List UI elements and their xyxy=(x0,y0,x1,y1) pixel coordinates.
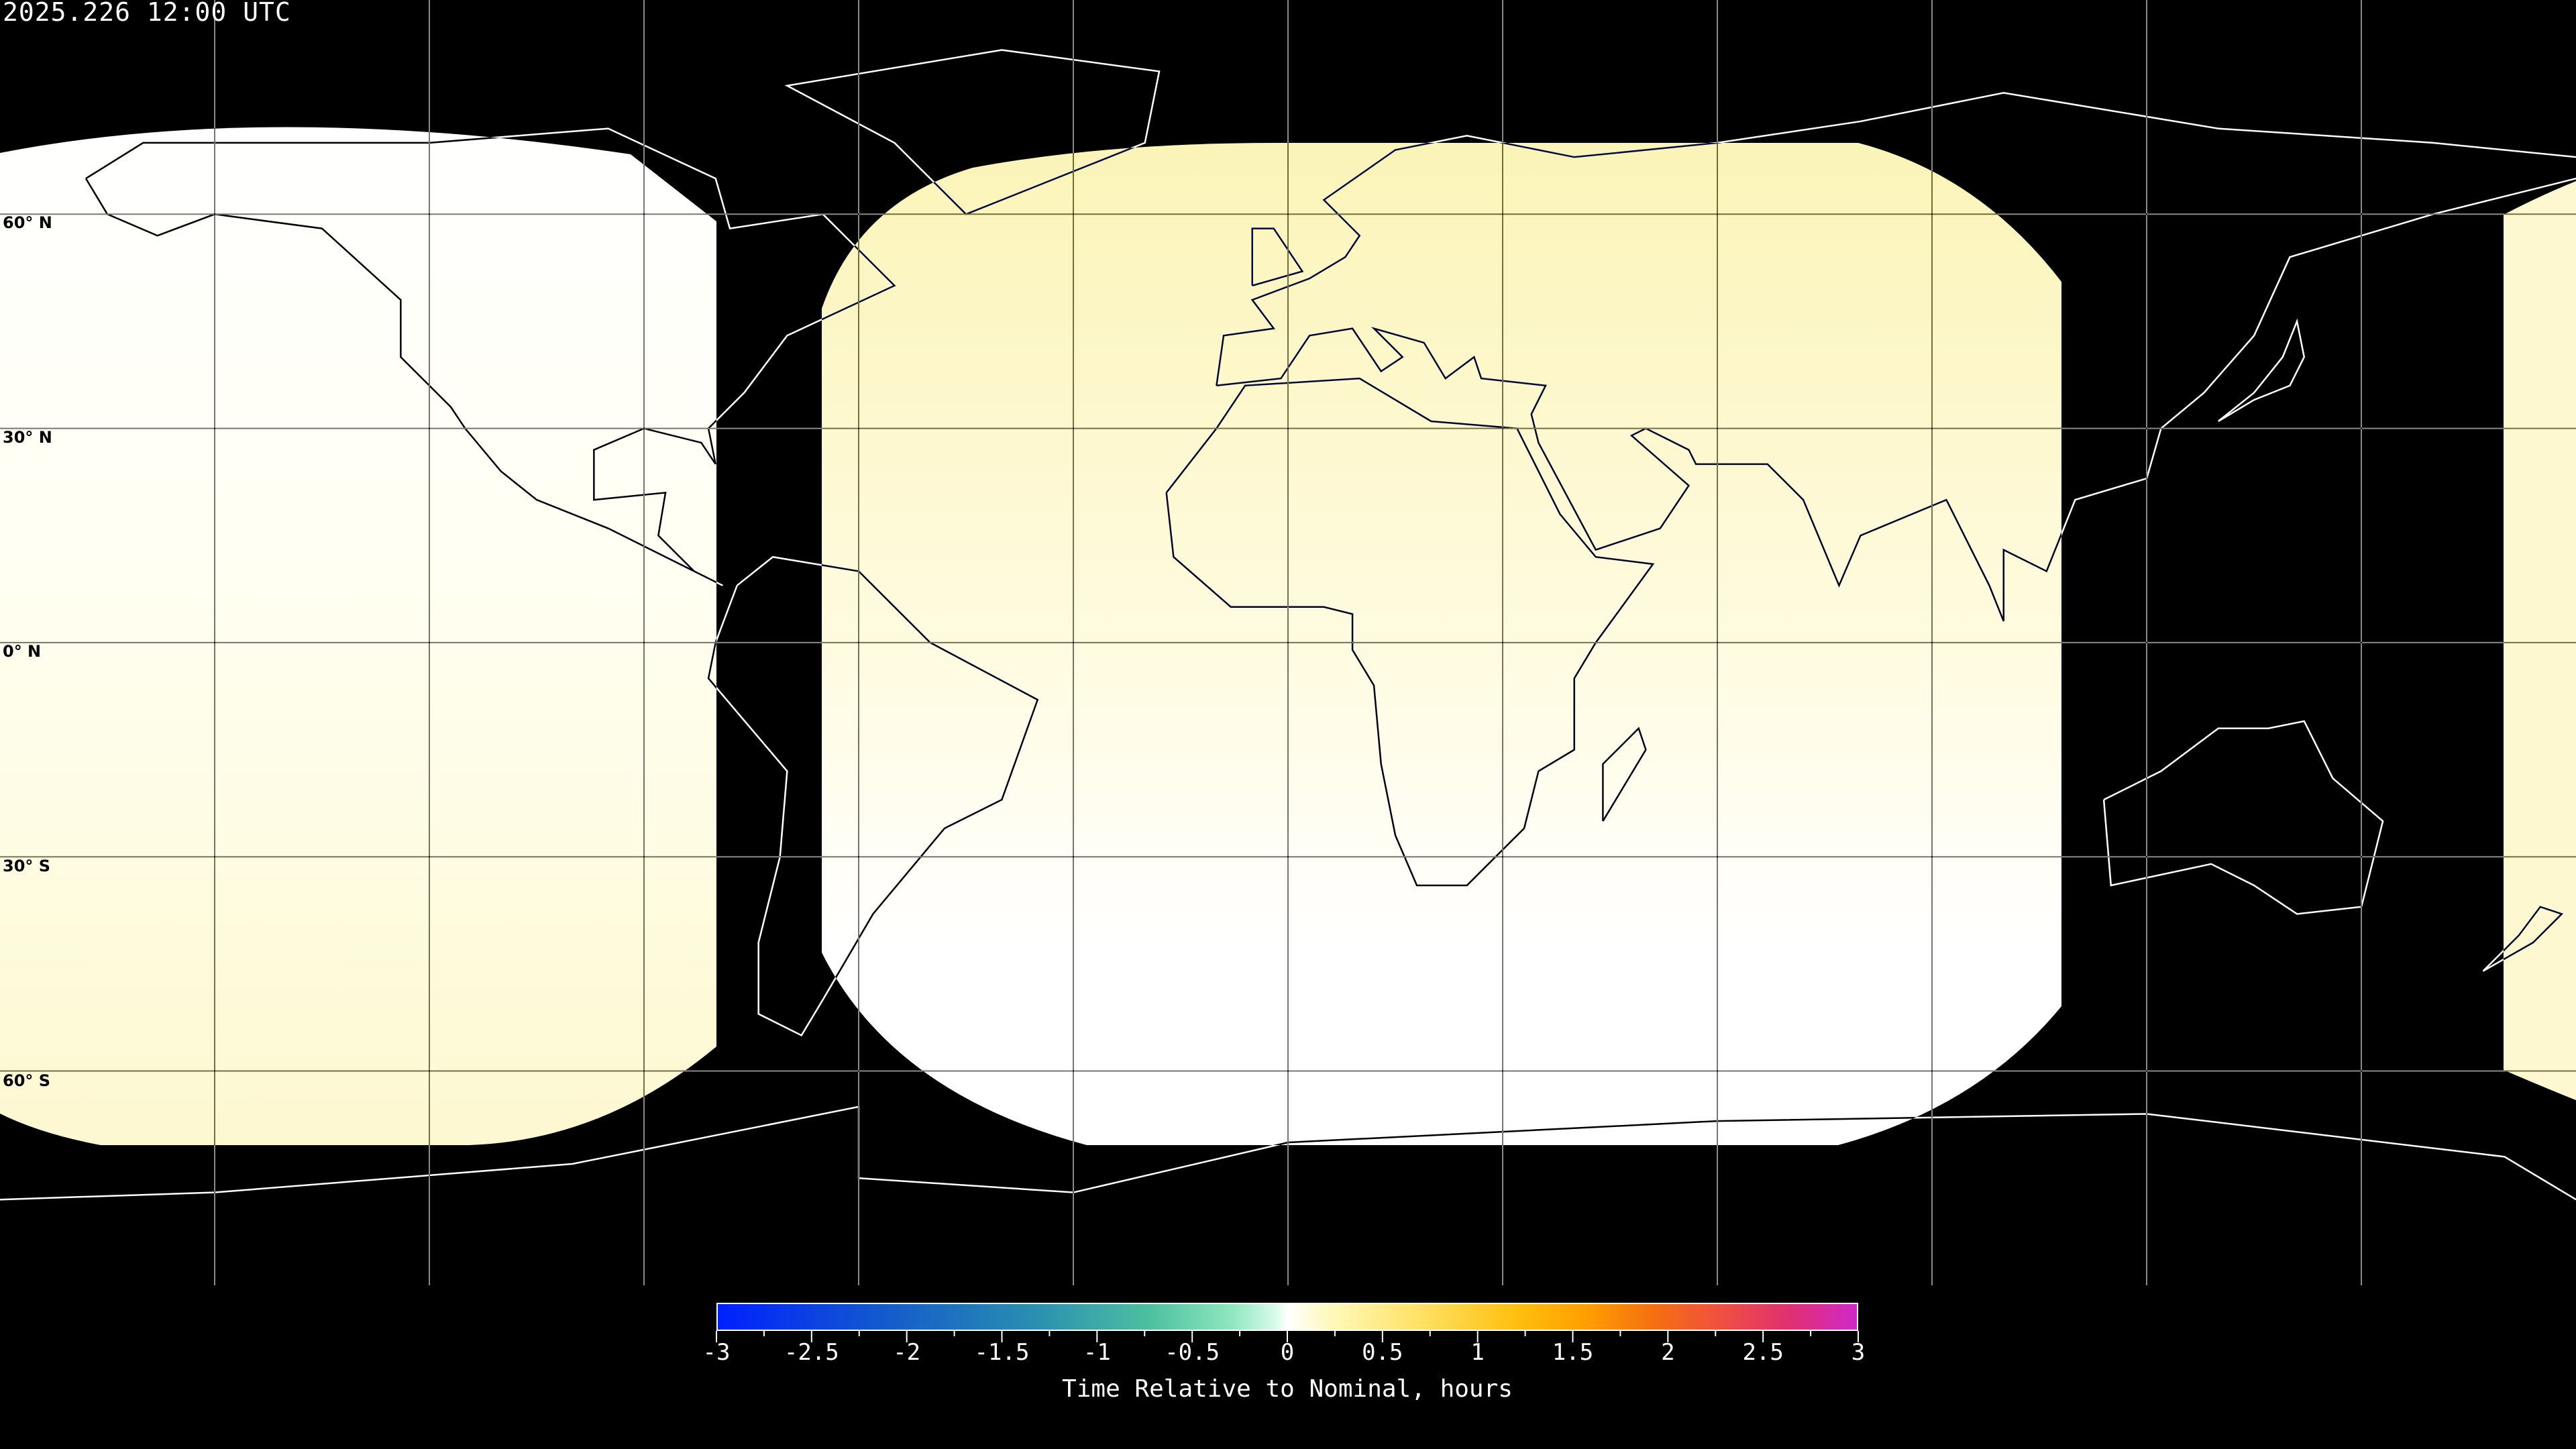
colorbar-tick-label: 1 xyxy=(1470,1339,1485,1366)
coastline-namerica xyxy=(85,127,896,586)
coastline-nz xyxy=(2482,906,2564,972)
coastline-africa xyxy=(1165,377,1655,887)
coverage-region-central xyxy=(822,143,2061,1145)
colorbar-tick-label: -0.5 xyxy=(1165,1339,1220,1366)
colorbar-tick-label: -1 xyxy=(1083,1339,1111,1366)
coverage-region-east xyxy=(2504,181,2576,1100)
coastline-samerica xyxy=(707,555,1039,1037)
timestamp-title: 2025.226 12:00 UTC xyxy=(3,0,291,27)
world-map xyxy=(0,0,2576,1285)
colorbar-tick-label: -2.5 xyxy=(784,1339,839,1366)
colorbar-ticks xyxy=(716,1331,1859,1342)
colorbar-label: Time Relative to Nominal, hours xyxy=(1062,1375,1513,1403)
colorbar-tick-label: -3 xyxy=(702,1339,731,1366)
coastline-eurasia xyxy=(1216,92,2576,386)
lat-label-0n: 0° N xyxy=(3,642,42,661)
graticule xyxy=(0,0,2576,1285)
coastline-australia xyxy=(2102,720,2384,915)
coastline-asia2 xyxy=(1216,177,2576,622)
colorbar-tick-label: 0 xyxy=(1280,1339,1295,1366)
colorbar-tick-label: 2.5 xyxy=(1742,1339,1784,1366)
lat-label-30n: 30° N xyxy=(3,428,52,447)
coastline-greenland xyxy=(784,49,1161,215)
coastline-japan xyxy=(2217,318,2306,423)
coverage-region-west xyxy=(0,127,716,1146)
colorbar-tick-label: 1.5 xyxy=(1552,1339,1594,1366)
coastline-madagascar xyxy=(1602,727,1647,822)
colorbar-tick-label: 0.5 xyxy=(1362,1339,1403,1366)
colorbar xyxy=(716,1303,1858,1331)
lat-label-30s: 30° S xyxy=(3,857,51,875)
lat-label-60n: 60° N xyxy=(3,213,52,232)
colorbar-tick-label: 3 xyxy=(1851,1339,1866,1366)
colorbar-tick-label: 2 xyxy=(1661,1339,1675,1366)
lat-label-60s: 60° S xyxy=(3,1071,51,1090)
coastline-uk xyxy=(1251,227,1304,286)
colorbar-tick-label: -1.5 xyxy=(974,1339,1030,1366)
colorbar-tick-label: -2 xyxy=(893,1339,921,1366)
